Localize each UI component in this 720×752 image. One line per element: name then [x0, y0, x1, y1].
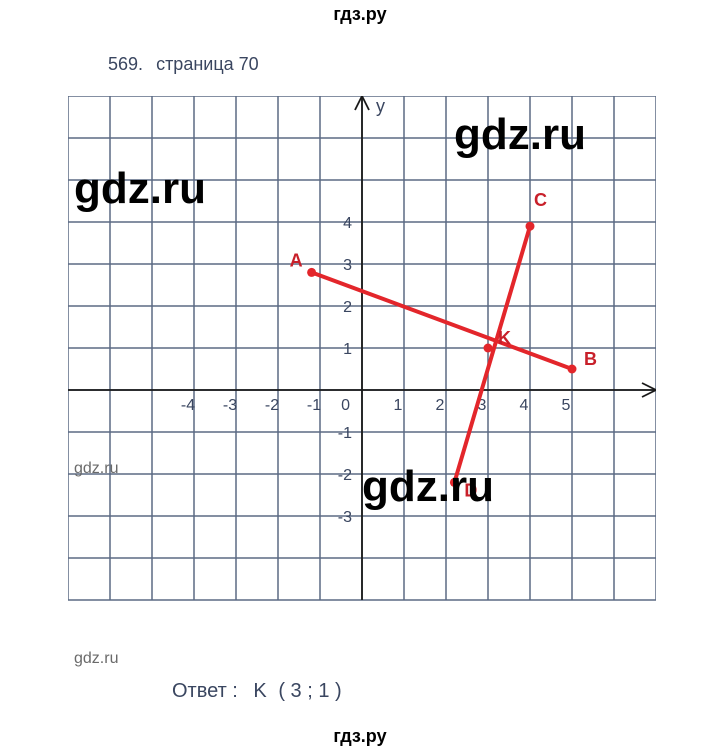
answer-prefix: Ответ : — [172, 680, 238, 702]
point-label-A: A — [290, 250, 303, 270]
problem-line: 569. страница 70 — [108, 54, 259, 75]
x-tick-label: -4 — [181, 397, 195, 414]
point-B — [568, 365, 577, 374]
point-label-C: C — [534, 190, 547, 210]
x-tick-label: -1 — [307, 397, 321, 414]
watermark-large-1: gdz.ru — [74, 164, 206, 214]
x-tick-label: 5 — [562, 397, 571, 414]
point-C — [526, 222, 535, 231]
x-tick-label: 4 — [520, 397, 529, 414]
watermark-small-2: gdz.ru — [74, 650, 118, 668]
x-tick-label: -3 — [223, 397, 237, 414]
watermark-text: gdz.ru — [362, 462, 494, 511]
x-tick-label: 2 — [436, 397, 445, 414]
problem-number: 569. — [108, 54, 143, 74]
site-header: гдз.ру — [0, 4, 720, 25]
y-tick-label: 3 — [343, 257, 352, 274]
point-K — [484, 344, 493, 353]
site-footer-text: гдз.ру — [333, 726, 386, 746]
problem-page: страница 70 — [156, 54, 259, 74]
page: гдз.ру 569. страница 70 y -4 -3 -2 -1 1 2 3 4 5 -3… — [0, 0, 720, 752]
point-label-B: B — [584, 349, 597, 369]
y-tick-label: -2 — [338, 467, 352, 484]
y-tick-label: -1 — [338, 425, 352, 442]
watermark-text: gdz.ru — [74, 460, 118, 477]
watermark-text: gdz.ru — [454, 110, 586, 159]
site-header-text: гдз.ру — [333, 4, 386, 24]
point-label-K: K — [498, 328, 511, 348]
y-axis-label: y — [376, 96, 385, 116]
answer-line: Ответ : K ( 3 ; 1 ) — [172, 680, 342, 703]
watermark-text: gdz.ru — [74, 164, 206, 213]
watermark-large-3: gdz.ru — [362, 462, 494, 512]
watermark-large-2: gdz.ru — [454, 110, 586, 160]
answer-point-label: K — [253, 680, 266, 702]
y-tick-label: 1 — [343, 341, 352, 358]
watermark-small-1: gdz.ru — [74, 460, 118, 478]
y-tick-label: 4 — [343, 215, 352, 232]
origin-label: 0 — [341, 397, 350, 414]
y-tick-label: -3 — [338, 509, 352, 526]
point-A — [307, 268, 316, 277]
answer-value: ( 3 ; 1 ) — [278, 680, 341, 702]
x-tick-label: 1 — [394, 397, 403, 414]
site-footer: гдз.ру — [0, 726, 720, 747]
y-tick-label: 2 — [343, 299, 352, 316]
watermark-text: gdz.ru — [74, 650, 118, 667]
x-tick-label: -2 — [265, 397, 279, 414]
